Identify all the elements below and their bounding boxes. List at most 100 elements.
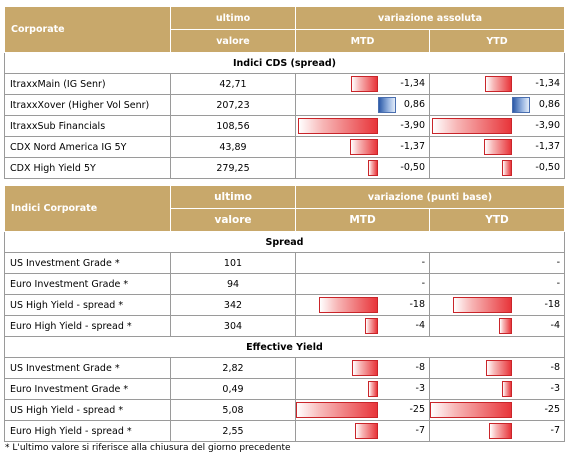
mtd-value: -: [421, 278, 425, 289]
corp-header-valore: valore: [170, 208, 296, 232]
mtd-value: -3,90: [400, 120, 425, 131]
row-name: US High Yield - spread *: [4, 294, 171, 316]
mtd-cell: -0,50: [295, 157, 430, 179]
row-name: US Investment Grade *: [4, 357, 171, 379]
row-last-value: 42,71: [170, 73, 296, 95]
row-name: CDX High Yield 5Y: [4, 157, 171, 179]
mtd-cell: -: [295, 252, 430, 274]
ytd-value: -0,50: [535, 162, 560, 173]
row-last-value: 2,82: [170, 357, 296, 379]
mtd-bar: [368, 381, 378, 397]
ytd-cell: -3: [429, 378, 565, 400]
corp-header-indici: Indici Corporate: [4, 185, 171, 232]
row-name: ItraxxSub Financials: [4, 115, 171, 137]
table-row: ItraxxSub Financials 108,56 -3,90 -3,90: [4, 115, 565, 137]
mtd-value: -: [421, 257, 425, 268]
ytd-cell: -1,37: [429, 136, 565, 158]
ytd-bar: [501, 160, 512, 176]
table-row: US Investment Grade * 101 - -: [4, 252, 565, 274]
ytd-cell: -4: [429, 315, 565, 337]
ytd-value: -3: [550, 383, 560, 394]
corporate-table: Indici Corporate ultimo variazione (punt…: [4, 185, 565, 442]
row-name: Euro High Yield - spread *: [4, 315, 171, 337]
row-name: US High Yield - spread *: [4, 399, 171, 421]
cds-header-variazione: variazione assoluta: [295, 6, 565, 30]
mtd-bar: [351, 360, 378, 376]
cds-table: Corporate ultimo variazione assoluta val…: [4, 6, 565, 179]
ytd-bar: [489, 423, 512, 439]
mtd-cell: -: [295, 273, 430, 295]
row-name: Euro Investment Grade *: [4, 273, 171, 295]
mtd-bar: [350, 76, 378, 92]
table-row: US High Yield - spread * 5,08 -25 -25: [4, 399, 565, 421]
mtd-cell: -8: [295, 357, 430, 379]
table-row: ItraxxXover (Higher Vol Senr) 207,23 0,86 0…: [4, 94, 565, 116]
ytd-cell: -18: [429, 294, 565, 316]
section-title: Spread: [4, 231, 565, 253]
mtd-cell: -7: [295, 420, 430, 442]
ytd-cell: -7: [429, 420, 565, 442]
ytd-value: -3,90: [535, 120, 560, 131]
row-name: ItraxxMain (IG Senr): [4, 73, 171, 95]
mtd-value: -0,50: [400, 162, 425, 173]
footnote: * L'ultimo valore si riferisce alla chiu…: [5, 443, 291, 453]
ytd-cell: -3,90: [429, 115, 565, 137]
mtd-bar: [349, 139, 378, 155]
ytd-value: -1,37: [535, 141, 560, 152]
row-last-value: 342: [170, 294, 296, 316]
mtd-bar: [298, 118, 378, 134]
ytd-value: -: [556, 257, 560, 268]
ytd-cell: -1,34: [429, 73, 565, 95]
table-row: CDX High Yield 5Y 279,25 -0,50 -0,50: [4, 157, 565, 179]
ytd-value: -: [556, 278, 560, 289]
corp-header-mtd: MTD: [295, 208, 430, 232]
cds-table-header: Corporate ultimo variazione assoluta: [4, 6, 565, 53]
table-row: US High Yield - spread * 342 -18 -18: [4, 294, 565, 316]
mtd-bar: [367, 160, 378, 176]
mtd-bar: [318, 297, 378, 313]
mtd-value: -1,37: [400, 141, 425, 152]
mtd-value: 0,86: [403, 99, 425, 110]
ytd-bar: [430, 402, 512, 418]
ytd-bar: [498, 318, 512, 334]
table-row: US Investment Grade * 2,82 -8 -8: [4, 357, 565, 379]
row-last-value: 101: [170, 252, 296, 274]
ytd-value: -1,34: [535, 78, 560, 89]
ytd-cell: 0,86: [429, 94, 565, 116]
ytd-value: -18: [544, 299, 560, 310]
cds-header-ytd: YTD: [429, 29, 565, 53]
ytd-value: 0,86: [538, 99, 560, 110]
row-name: US Investment Grade *: [4, 252, 171, 274]
mtd-cell: -25: [295, 399, 430, 421]
ytd-value: -7: [550, 425, 560, 436]
mtd-cell: -3,90: [295, 115, 430, 137]
ytd-cell: -: [429, 273, 565, 295]
ytd-bar: [452, 297, 512, 313]
mtd-cell: 0,86: [295, 94, 430, 116]
row-last-value: 304: [170, 315, 296, 337]
ytd-cell: -: [429, 252, 565, 274]
row-last-value: 108,56: [170, 115, 296, 137]
ytd-bar: [502, 381, 512, 397]
corporate-table-body: Spread US Investment Grade * 101- - Euro Inv…: [4, 231, 565, 442]
ytd-bar: [485, 360, 512, 376]
mtd-value: -7: [415, 425, 425, 436]
ytd-value: -4: [550, 320, 560, 331]
ytd-value: -25: [544, 404, 560, 415]
ytd-bar: [484, 76, 512, 92]
ytd-bar: [432, 118, 512, 134]
ytd-bar: [512, 97, 530, 113]
row-name: Euro High Yield - spread *: [4, 420, 171, 442]
corp-header-ytd: YTD: [429, 208, 565, 232]
section-title: Effective Yield: [4, 336, 565, 358]
mtd-bar: [364, 318, 378, 334]
ytd-cell: -25: [429, 399, 565, 421]
row-last-value: 279,25: [170, 157, 296, 179]
cds-section-title: Indici CDS (spread): [4, 52, 565, 74]
row-last-value: 43,89: [170, 136, 296, 158]
mtd-value: -1,34: [400, 78, 425, 89]
mtd-bar: [378, 97, 396, 113]
mtd-bar: [296, 402, 378, 418]
cds-header-corporate: Corporate: [4, 6, 171, 53]
table-row: Euro Investment Grade * 94 - -: [4, 273, 565, 295]
